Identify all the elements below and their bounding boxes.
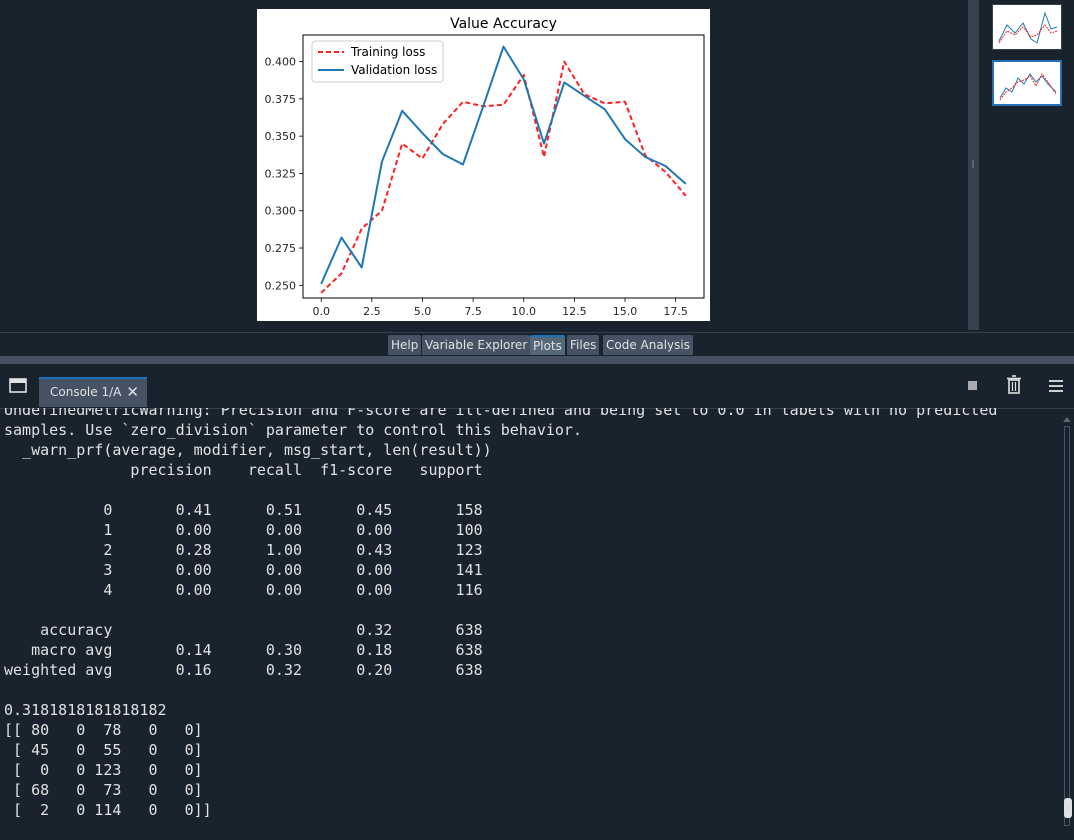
console-line: 2 0.28 1.00 0.43 123 — [103, 541, 483, 559]
x-tick-label: 17.5 — [663, 305, 688, 318]
x-tick-label: 7.5 — [464, 305, 482, 318]
y-tick-label: 0.250 — [265, 279, 297, 292]
plots-pane: Value Accuracy 0.0 2.5 5.0 7.5 10.0 12.5 15.0 17… — [0, 0, 1074, 332]
chart-title: Value Accuracy — [450, 16, 557, 32]
window-icon[interactable] — [9, 378, 27, 394]
plot-thumbnails-panel — [980, 0, 1074, 332]
scrollbar-track[interactable] — [1064, 426, 1070, 826]
y-tick-label: 0.325 — [265, 167, 297, 180]
scrollbar-grip[interactable] — [972, 160, 974, 168]
y-tick-label: 0.350 — [265, 130, 297, 143]
console-line: 0.3181818181818182 — [4, 701, 167, 719]
scrollbar-handle[interactable] — [1064, 798, 1072, 818]
x-tick-label: 15.0 — [613, 305, 638, 318]
console-line: 1 0.00 0.00 0.00 100 — [103, 521, 483, 539]
plot-figure[interactable]: Value Accuracy 0.0 2.5 5.0 7.5 10.0 12.5 15.0 17… — [257, 9, 710, 321]
x-tick-label: 5.0 — [414, 305, 432, 318]
tab-plots[interactable]: Plots — [530, 335, 565, 355]
console-vertical-scrollbar[interactable] — [1062, 414, 1072, 834]
console-text: UndefinedMetricWarning: Precision and F-… — [0, 408, 1060, 820]
console-header: Console 1/A ✕ — [0, 364, 1074, 409]
thumbnail-2-chart-icon — [999, 73, 1057, 101]
pane-tab-bar: Help Variable Explorer Plots Files Code … — [0, 332, 1074, 357]
console-line: precision recall f1-score support — [130, 461, 483, 479]
console-line: samples. Use `zero_division` parameter t… — [4, 421, 582, 439]
line-chart: Value Accuracy 0.0 2.5 5.0 7.5 10.0 12.5 15.0 17… — [265, 16, 705, 318]
console-line: [ 45 0 55 0 0] — [13, 741, 203, 759]
series-line-training-loss — [320, 60, 687, 294]
trash-icon[interactable] — [1006, 375, 1022, 395]
console-line: accuracy 0.32 638 — [40, 621, 483, 639]
console-tab-label: Console 1/A — [50, 385, 122, 399]
series-line-validation-loss — [320, 45, 687, 285]
console-line: [[ 80 0 78 0 0] — [4, 721, 203, 739]
console-line: _warn_prf(average, modifier, msg_start, … — [22, 441, 492, 459]
plot-thumbnail-2-selected[interactable] — [992, 60, 1062, 106]
x-tick-label: 2.5 — [363, 305, 381, 318]
stop-icon[interactable] — [968, 381, 978, 391]
tab-files[interactable]: Files — [567, 335, 600, 355]
hamburger-menu-icon[interactable] — [1048, 379, 1064, 393]
console-line: 0 0.41 0.51 0.45 158 — [103, 501, 483, 519]
console-line: UndefinedMetricWarning: Precision and F-… — [4, 408, 998, 419]
console-line: [ 0 0 123 0 0] — [13, 761, 203, 779]
plots-vertical-scrollbar[interactable] — [968, 0, 979, 330]
x-tick-label: 10.0 — [512, 305, 537, 318]
console-output[interactable]: UndefinedMetricWarning: Precision and F-… — [0, 408, 1060, 840]
legend-label: Training loss — [350, 45, 425, 59]
axes-frame — [302, 34, 705, 299]
tab-help[interactable]: Help — [388, 335, 422, 355]
pane-splitter[interactable] — [0, 356, 1074, 364]
console-line: [ 68 0 73 0 0] — [13, 781, 203, 799]
console-line: 3 0.00 0.00 0.00 141 — [103, 561, 483, 579]
scroll-up-arrow-icon[interactable] — [1062, 414, 1072, 424]
x-tick-label: 12.5 — [562, 305, 587, 318]
legend-label: Validation loss — [351, 63, 437, 77]
close-icon[interactable]: ✕ — [126, 383, 139, 401]
console-line: 4 0.00 0.00 0.00 116 — [103, 581, 483, 599]
console-line: weighted avg 0.16 0.32 0.20 638 — [4, 661, 483, 679]
console-line: macro avg 0.14 0.30 0.18 638 — [31, 641, 483, 659]
console-line: [ 2 0 114 0 0]] — [13, 801, 212, 819]
legend-box — [311, 40, 444, 83]
thumbnail-1-chart-icon — [998, 11, 1058, 44]
y-tick-label: 0.375 — [265, 93, 297, 106]
tab-variable-explorer[interactable]: Variable Explorer — [422, 335, 531, 355]
plot-thumbnail-1[interactable] — [992, 4, 1062, 50]
y-tick-label: 0.400 — [265, 56, 297, 69]
tab-code-analysis[interactable]: Code Analysis — [603, 335, 693, 355]
y-tick-label: 0.275 — [265, 242, 297, 255]
console-tab[interactable]: Console 1/A ✕ — [39, 377, 147, 407]
y-tick-label: 0.300 — [265, 205, 297, 218]
x-tick-label: 0.0 — [312, 305, 330, 318]
